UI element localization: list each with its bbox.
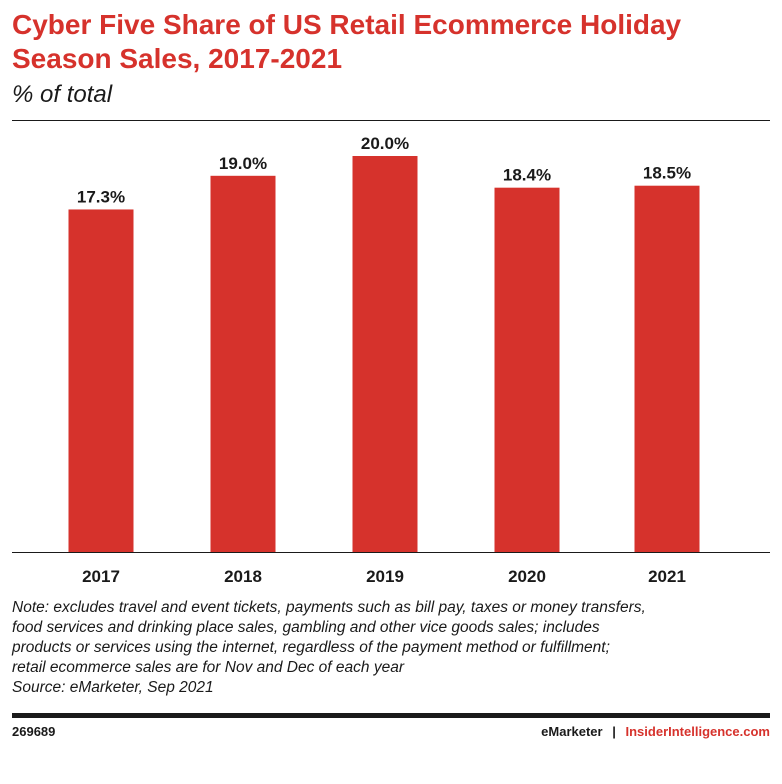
bar-2018 xyxy=(210,175,276,553)
top-divider xyxy=(12,120,770,121)
bar-2019 xyxy=(352,156,418,552)
x-tick-2018: 2018 xyxy=(224,567,262,586)
x-tick-2017: 2017 xyxy=(82,567,120,586)
data-label-2019: 20.0% xyxy=(361,134,409,153)
chart-note: Note: excludes travel and event tickets,… xyxy=(12,598,772,698)
bottom-divider xyxy=(12,713,770,718)
data-label-2021: 18.5% xyxy=(643,164,691,183)
bar-2021 xyxy=(634,185,700,552)
bar-2017 xyxy=(68,209,134,552)
data-label-2017: 17.3% xyxy=(77,187,125,206)
chart-title: Cyber Five Share of US Retail Ecommerce … xyxy=(12,9,682,74)
footer-brand: eMarketer | InsiderIntelligence.com xyxy=(541,724,770,739)
chart-id: 269689 xyxy=(12,724,56,739)
note-line: products or services using the internet,… xyxy=(12,639,610,656)
note-line: food services and drinking place sales, … xyxy=(12,619,600,636)
x-tick-2020: 2020 xyxy=(508,567,546,586)
note-line: Note: excludes travel and event tickets,… xyxy=(12,599,646,616)
data-label-2020: 18.4% xyxy=(503,166,551,185)
source-line: Source: eMarketer, Sep 2021 xyxy=(12,679,214,696)
chart-subtitle: % of total xyxy=(12,81,113,108)
brand-separator: | xyxy=(612,724,616,739)
data-label-2018: 19.0% xyxy=(219,154,267,173)
note-line: retail ecommerce sales are for Nov and D… xyxy=(12,659,404,676)
x-tick-2021: 2021 xyxy=(648,567,686,586)
x-tick-2019: 2019 xyxy=(366,567,404,586)
bar-2020 xyxy=(494,187,560,552)
insider-intelligence-link[interactable]: InsiderIntelligence.com xyxy=(625,724,771,739)
emarketer-brand: eMarketer xyxy=(541,724,603,739)
bar-chart: 17.3% 2017 19.0% 2018 20.0% 2019 18.4% 2020 18.5… xyxy=(12,134,770,586)
